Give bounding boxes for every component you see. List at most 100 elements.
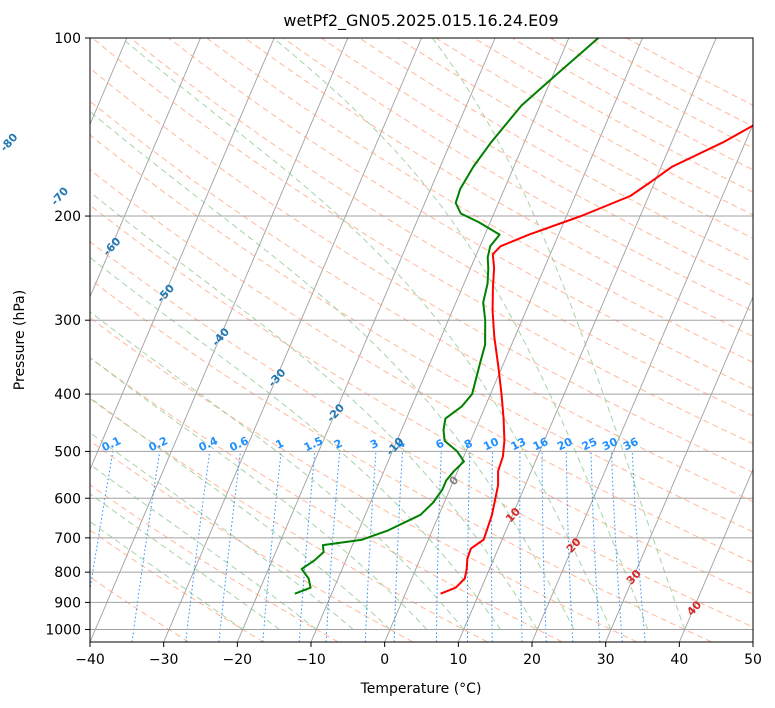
dry-adiabat-line	[244, 38, 753, 337]
mixing-ratio-line	[364, 451, 377, 642]
x-axis-label: Temperature (°C)	[360, 681, 482, 697]
mixing-ratio-line	[435, 451, 442, 642]
dry-adiabat-line	[90, 440, 414, 642]
mixing-ratio-line	[491, 451, 494, 642]
mixing-ratio-line	[218, 451, 241, 642]
dry-adiabat-line	[168, 38, 753, 390]
isotherm-label: -10	[383, 435, 406, 459]
isotherm-line	[90, 38, 349, 642]
isotherm-line	[163, 38, 422, 642]
mixing-ratio-label: 10	[481, 435, 501, 453]
y-tick-label: 800	[54, 565, 81, 581]
dry-adiabat-line	[90, 241, 753, 628]
chart-title: wetPf2_GN05.2025.015.16.24.E09	[283, 11, 558, 31]
dry-adiabat-line	[90, 398, 488, 642]
mixing-ratio-line	[590, 451, 601, 642]
y-tick-label: 600	[54, 491, 81, 507]
mixing-ratio-line	[631, 451, 646, 642]
isotherm-label: 40	[684, 598, 704, 618]
x-tick-label: 0	[380, 652, 389, 668]
isotherm-label: 0	[447, 473, 462, 488]
isotherm-line	[531, 123, 753, 642]
moist-adiabat-line	[90, 520, 243, 630]
isotherm-label: 30	[624, 567, 644, 587]
isotherm-line	[752, 640, 753, 642]
y-tick-label: 900	[54, 595, 81, 611]
y-tick-label: 1000	[45, 622, 81, 638]
mixing-ratio-label: 25	[580, 435, 599, 453]
dry-adiabat-line	[90, 529, 264, 642]
isotherm-label: -40	[209, 325, 232, 349]
isotherm-line	[236, 38, 496, 642]
dry-adiabat-line	[359, 38, 753, 263]
dry-adiabat-line	[90, 317, 638, 642]
moist-adiabat-line	[90, 432, 354, 630]
mixing-ratio-line	[262, 451, 282, 642]
isotherm-label: -30	[265, 366, 288, 390]
isotherm-line	[90, 38, 201, 299]
isotherm-line	[457, 38, 717, 642]
mixing-ratio-label: 30	[600, 435, 620, 453]
mixing-ratio-line	[185, 451, 211, 642]
moist-adiabat-line	[431, 38, 686, 630]
dry-adiabat-line	[206, 38, 753, 363]
mixing-ratio-label: 3	[368, 437, 380, 452]
mixing-ratio-label: 2	[332, 437, 344, 452]
dry-adiabat-line	[90, 134, 753, 533]
moist-adiabat-line	[90, 357, 428, 630]
isotherm-label: -60	[100, 235, 123, 259]
x-tick-label: −10	[296, 652, 326, 668]
x-tick-label: −40	[75, 652, 105, 668]
plot-frame	[89, 37, 754, 643]
mixing-ratio-line	[611, 451, 623, 642]
mixing-ratio-label: 16	[531, 435, 551, 453]
dry-adiabat-line	[90, 576, 190, 642]
mixing-ratio-line	[519, 451, 523, 642]
y-tick-label: 300	[54, 313, 81, 329]
dry-adiabat-line	[90, 278, 712, 642]
y-tick-label: 100	[54, 31, 81, 47]
moist-adiabat-line	[90, 463, 317, 630]
isotherm-label: -20	[324, 401, 347, 425]
dewpoint-profile-line	[294, 38, 599, 595]
moist-adiabat-line	[273, 38, 649, 630]
isotherm-line	[90, 38, 275, 471]
mixing-ratio-label: 36	[621, 435, 641, 453]
moist-adiabat-line	[90, 191, 538, 630]
isotherm-label: 10	[503, 505, 523, 525]
isotherm-label: -70	[48, 184, 71, 208]
isotherm-label: -80	[0, 131, 21, 155]
y-tick-label: 200	[54, 209, 81, 225]
isotherm-label: -50	[154, 282, 177, 306]
y-tick-label: 400	[54, 387, 81, 403]
x-tick-label: 10	[449, 652, 467, 668]
temperature-profile-line	[440, 124, 753, 595]
dry-adiabat-line	[90, 357, 563, 642]
x-tick-label: −20	[223, 652, 253, 668]
x-tick-label: 40	[670, 652, 688, 668]
isotherm-line	[384, 38, 643, 642]
isotherm-line	[678, 468, 753, 642]
moist-adiabat-line	[90, 256, 501, 630]
mixing-ratio-label: 20	[555, 435, 575, 453]
dry-adiabat-line	[90, 100, 753, 503]
x-tick-label: 50	[744, 652, 762, 668]
x-tick-label: 20	[523, 652, 541, 668]
dry-adiabat-line	[90, 204, 753, 595]
dry-adiabat-line	[91, 38, 753, 445]
moist-adiabat-line	[121, 38, 612, 630]
dry-adiabat-line	[90, 484, 339, 642]
y-tick-label: 700	[54, 531, 81, 547]
mixing-ratio-label: 13	[509, 435, 528, 453]
mixing-ratio-line	[131, 451, 161, 642]
moist-adiabat-line	[90, 396, 391, 630]
y-tick-label: 500	[54, 444, 81, 460]
mixing-ratio-label: 1	[273, 437, 285, 452]
y-axis-label: Pressure (hPa)	[12, 290, 28, 390]
mixing-ratio-line	[90, 451, 114, 593]
x-tick-label: 30	[597, 652, 615, 668]
dry-adiabat-line	[282, 38, 753, 312]
dry-adiabat-line	[90, 169, 753, 564]
x-tick-label: −30	[149, 652, 179, 668]
